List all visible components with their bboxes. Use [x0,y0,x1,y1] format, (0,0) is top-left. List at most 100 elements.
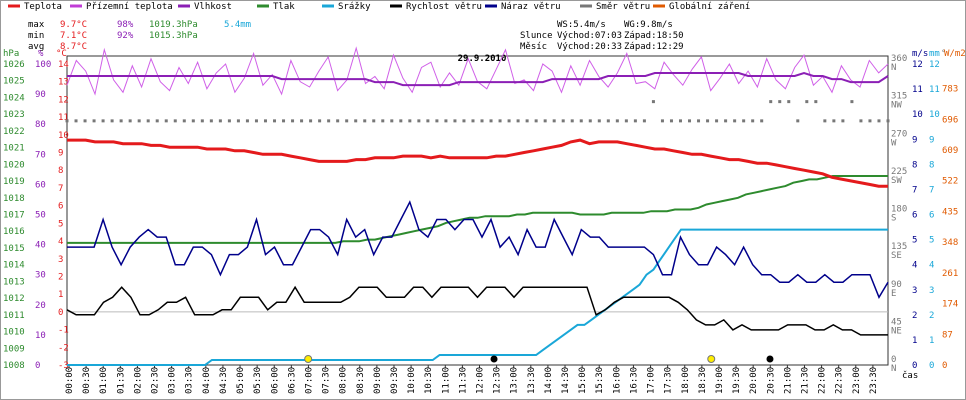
tick-ms: 2 [912,311,917,321]
series-wind-dir-point [570,119,574,123]
series-wind-dir-point [751,119,755,123]
series-wind-dir-point [309,119,313,123]
series-wind-dir-point [300,119,304,123]
series-wind-dir-point [859,119,863,123]
tick-degc: 10 [58,131,69,141]
tick-degc: 3 [58,255,63,265]
tick-x-label: 01:30 [116,367,126,394]
stat-max-temp: 9.7°C [60,20,87,30]
series-wind-dir-point [588,119,592,123]
tick-x-label: 22:30 [835,367,845,394]
tick-degc: 9 [58,149,63,159]
tick-x-label: 13:00 [510,367,520,394]
tick-hpa: 1020 [3,160,25,170]
tick-x-label: 23:00 [852,367,862,394]
tick-dir-compass: N [891,364,896,374]
series-wind-dir-point [173,119,177,123]
stat-max-hum: 98% [117,20,134,30]
legend-label: Náraz větru [501,2,561,12]
tick-x-label: 01:00 [99,367,109,394]
series-wind-dir-point [354,119,358,123]
tick-degc: 0 [58,308,63,318]
tick-dir-deg: 90 [891,280,902,290]
series-wind-dir-point [733,119,737,123]
sun-set: Západ:18:50 [624,31,684,41]
tick-ms: 7 [912,185,917,195]
tick-x-label: 15:30 [595,367,605,394]
series-wind-dir-point [336,119,340,123]
tick-x-label: 03:00 [168,367,178,394]
series-wind-dir-point [642,119,646,123]
tick-pct: 0 [35,361,40,371]
stat-max-press: 1019.3hPa [149,20,198,30]
tick-mm: 12 [929,60,940,70]
tick-degc: -3 [58,361,69,371]
tick-wm2: 87 [942,330,953,340]
series-wind-dir-point [498,119,502,123]
tick-degc: 13 [58,78,69,88]
series-wind-dir-point [453,119,457,123]
tick-wm2: 783 [942,85,958,95]
series-wind-dir-point [128,119,132,123]
tick-degc: 2 [58,272,63,282]
series-wind-dir-point [850,100,854,104]
tick-x-label: 20:00 [749,367,759,394]
moon-rise: Východ:20:33 [557,42,622,52]
tick-x-label: 15:00 [578,367,588,394]
tick-x-label: 00:00 [65,367,75,394]
tick-ms: 5 [912,236,917,246]
tick-ms: 0 [912,361,917,371]
series-wind-dir-point [715,119,719,123]
tick-x-label: 03:30 [185,367,195,394]
series-wind-dir-point [327,119,331,123]
series-wind-dir-point [282,119,286,123]
sun-marker [707,355,716,363]
legend-label: Teplota [24,2,62,12]
tick-x-label: 14:30 [561,367,571,394]
tick-hpa: 1021 [3,144,25,154]
tick-x-label: 10:30 [424,367,434,394]
tick-hpa: 1012 [3,294,25,304]
tick-dir-deg: 315 [891,92,907,102]
tick-hpa: 1016 [3,227,25,237]
axis-unit-wm2: W/m2 [944,49,966,59]
series-wind-dir-point [245,119,249,123]
tick-ms: 11 [912,85,923,95]
tick-degc: 6 [58,202,63,212]
tick-hpa: 1017 [3,211,25,221]
tick-pct: 10 [35,331,46,341]
moon-marker [766,355,774,363]
series-wind-dir-point [200,119,204,123]
series-wind-dir-point [534,119,538,123]
tick-hpa: 1019 [3,177,25,187]
tick-x-label: 23:30 [869,367,879,394]
series-wind-dir-point [669,119,673,123]
series-wind [66,285,888,336]
series-wind-dir-point [191,119,195,123]
tick-x-label: 04:00 [202,367,212,394]
tick-mm: 2 [929,311,934,321]
stat-max-label: max [28,20,45,30]
axis-unit-degc: °C [56,49,67,59]
series-wind-dir-point [480,119,484,123]
stat-avg-temp: 8.7°C [60,42,87,52]
tick-x-label: 09:00 [373,367,383,394]
tick-x-label: 02:00 [133,367,143,394]
legend-label: Rychlost větru [406,2,482,12]
series-wind-dir-point [408,119,412,123]
tick-ms: 9 [912,135,917,145]
tick-dir-compass: S [891,214,896,224]
tick-mm: 9 [929,135,934,145]
tick-pct: 100 [35,60,51,70]
series-wind-dir-point [363,119,367,123]
series-wind-dir-point [787,100,791,104]
series-wind-dir-point [606,119,610,123]
tick-x-label: 17:30 [664,367,674,394]
stat-min-hum: 92% [117,31,134,41]
tick-dir-compass: SW [891,176,902,186]
series-wind-dir-point [660,119,664,123]
axis-unit-deg: ° [941,49,946,59]
series-wind-dir-point [832,119,836,123]
tick-ms: 6 [912,211,917,221]
